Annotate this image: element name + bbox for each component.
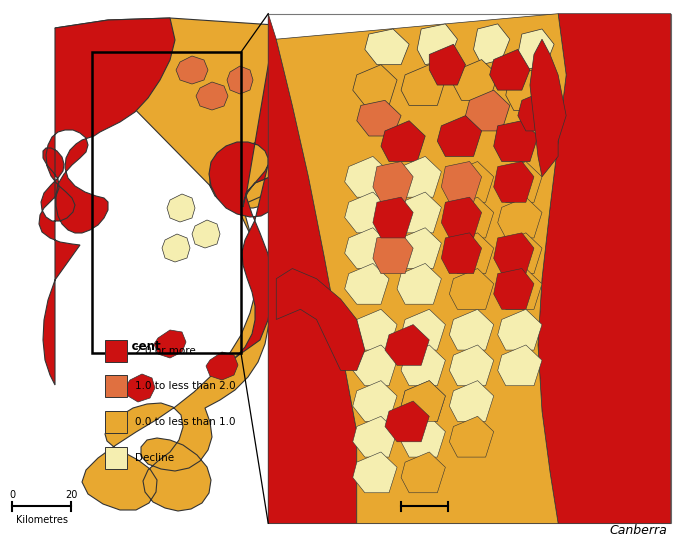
Bar xyxy=(105,411,127,433)
Text: Kilometres: Kilometres xyxy=(399,515,450,525)
Polygon shape xyxy=(192,220,220,248)
Polygon shape xyxy=(441,162,481,202)
Polygon shape xyxy=(449,197,494,238)
Text: Coombs: Coombs xyxy=(335,80,380,141)
Polygon shape xyxy=(401,381,445,421)
Polygon shape xyxy=(490,49,530,90)
Polygon shape xyxy=(39,18,175,385)
Text: 1.0 to less than 2.0: 1.0 to less than 2.0 xyxy=(135,381,236,391)
Polygon shape xyxy=(126,374,155,402)
Polygon shape xyxy=(437,116,481,156)
Polygon shape xyxy=(494,162,534,202)
Polygon shape xyxy=(498,162,542,202)
Polygon shape xyxy=(176,56,208,84)
Text: Greenway: Greenway xyxy=(453,341,647,358)
Polygon shape xyxy=(206,352,238,380)
Polygon shape xyxy=(441,233,481,273)
Polygon shape xyxy=(449,233,494,273)
Polygon shape xyxy=(268,14,356,523)
Polygon shape xyxy=(449,345,494,386)
Polygon shape xyxy=(498,233,542,273)
Polygon shape xyxy=(441,197,481,238)
Polygon shape xyxy=(227,66,253,94)
Text: Phillip: Phillip xyxy=(469,298,621,320)
Polygon shape xyxy=(401,345,445,386)
Polygon shape xyxy=(401,452,445,493)
Polygon shape xyxy=(518,90,558,131)
Bar xyxy=(268,14,671,523)
Polygon shape xyxy=(397,192,441,233)
Polygon shape xyxy=(196,82,228,110)
Text: Kilometres: Kilometres xyxy=(16,515,68,525)
Polygon shape xyxy=(381,121,425,162)
Text: Per cent: Per cent xyxy=(105,340,161,353)
Polygon shape xyxy=(162,234,190,262)
Bar xyxy=(105,375,127,397)
Bar xyxy=(92,52,241,353)
Polygon shape xyxy=(449,269,494,309)
Polygon shape xyxy=(538,14,671,523)
Polygon shape xyxy=(345,156,389,197)
Polygon shape xyxy=(356,100,401,136)
Polygon shape xyxy=(397,156,441,197)
Text: 5: 5 xyxy=(445,490,452,500)
Text: 0.0 to less than 1.0: 0.0 to less than 1.0 xyxy=(135,417,236,427)
Polygon shape xyxy=(466,90,510,131)
Polygon shape xyxy=(276,14,566,523)
Polygon shape xyxy=(506,70,546,111)
Polygon shape xyxy=(385,401,429,442)
Polygon shape xyxy=(397,264,441,304)
Polygon shape xyxy=(353,381,397,421)
Polygon shape xyxy=(353,65,397,105)
Polygon shape xyxy=(345,192,389,233)
Polygon shape xyxy=(209,25,328,367)
Polygon shape xyxy=(494,233,534,273)
Polygon shape xyxy=(498,269,542,309)
Polygon shape xyxy=(345,228,389,269)
Polygon shape xyxy=(494,269,534,309)
Polygon shape xyxy=(401,416,445,457)
Polygon shape xyxy=(365,29,409,65)
Polygon shape xyxy=(417,24,458,65)
Polygon shape xyxy=(353,452,397,493)
Polygon shape xyxy=(345,264,389,304)
Polygon shape xyxy=(449,309,494,350)
Polygon shape xyxy=(397,228,441,269)
Text: Canberra: Canberra xyxy=(609,524,667,537)
Polygon shape xyxy=(518,29,554,70)
Polygon shape xyxy=(401,381,445,421)
Text: 0: 0 xyxy=(397,490,404,500)
Polygon shape xyxy=(373,162,413,202)
Text: 0: 0 xyxy=(9,490,16,500)
Polygon shape xyxy=(385,324,429,366)
Polygon shape xyxy=(373,197,413,238)
Polygon shape xyxy=(401,309,445,350)
Polygon shape xyxy=(449,162,494,202)
Polygon shape xyxy=(276,269,365,370)
Polygon shape xyxy=(454,60,498,100)
Polygon shape xyxy=(449,416,494,457)
Polygon shape xyxy=(353,309,397,350)
Polygon shape xyxy=(449,381,494,421)
Bar xyxy=(105,340,127,362)
Text: Decline: Decline xyxy=(135,453,175,463)
Polygon shape xyxy=(530,39,566,177)
Polygon shape xyxy=(55,18,328,511)
Polygon shape xyxy=(353,345,397,386)
Polygon shape xyxy=(494,121,538,162)
Bar xyxy=(105,447,127,469)
Polygon shape xyxy=(353,416,397,457)
Text: 20: 20 xyxy=(65,490,77,500)
Text: 2.0 or more: 2.0 or more xyxy=(135,346,196,356)
Polygon shape xyxy=(498,309,542,350)
Polygon shape xyxy=(473,24,510,65)
Polygon shape xyxy=(498,345,542,386)
Polygon shape xyxy=(498,197,542,238)
Polygon shape xyxy=(154,330,186,358)
Polygon shape xyxy=(429,44,466,85)
Polygon shape xyxy=(167,194,195,222)
Polygon shape xyxy=(373,233,413,273)
Polygon shape xyxy=(401,65,445,105)
